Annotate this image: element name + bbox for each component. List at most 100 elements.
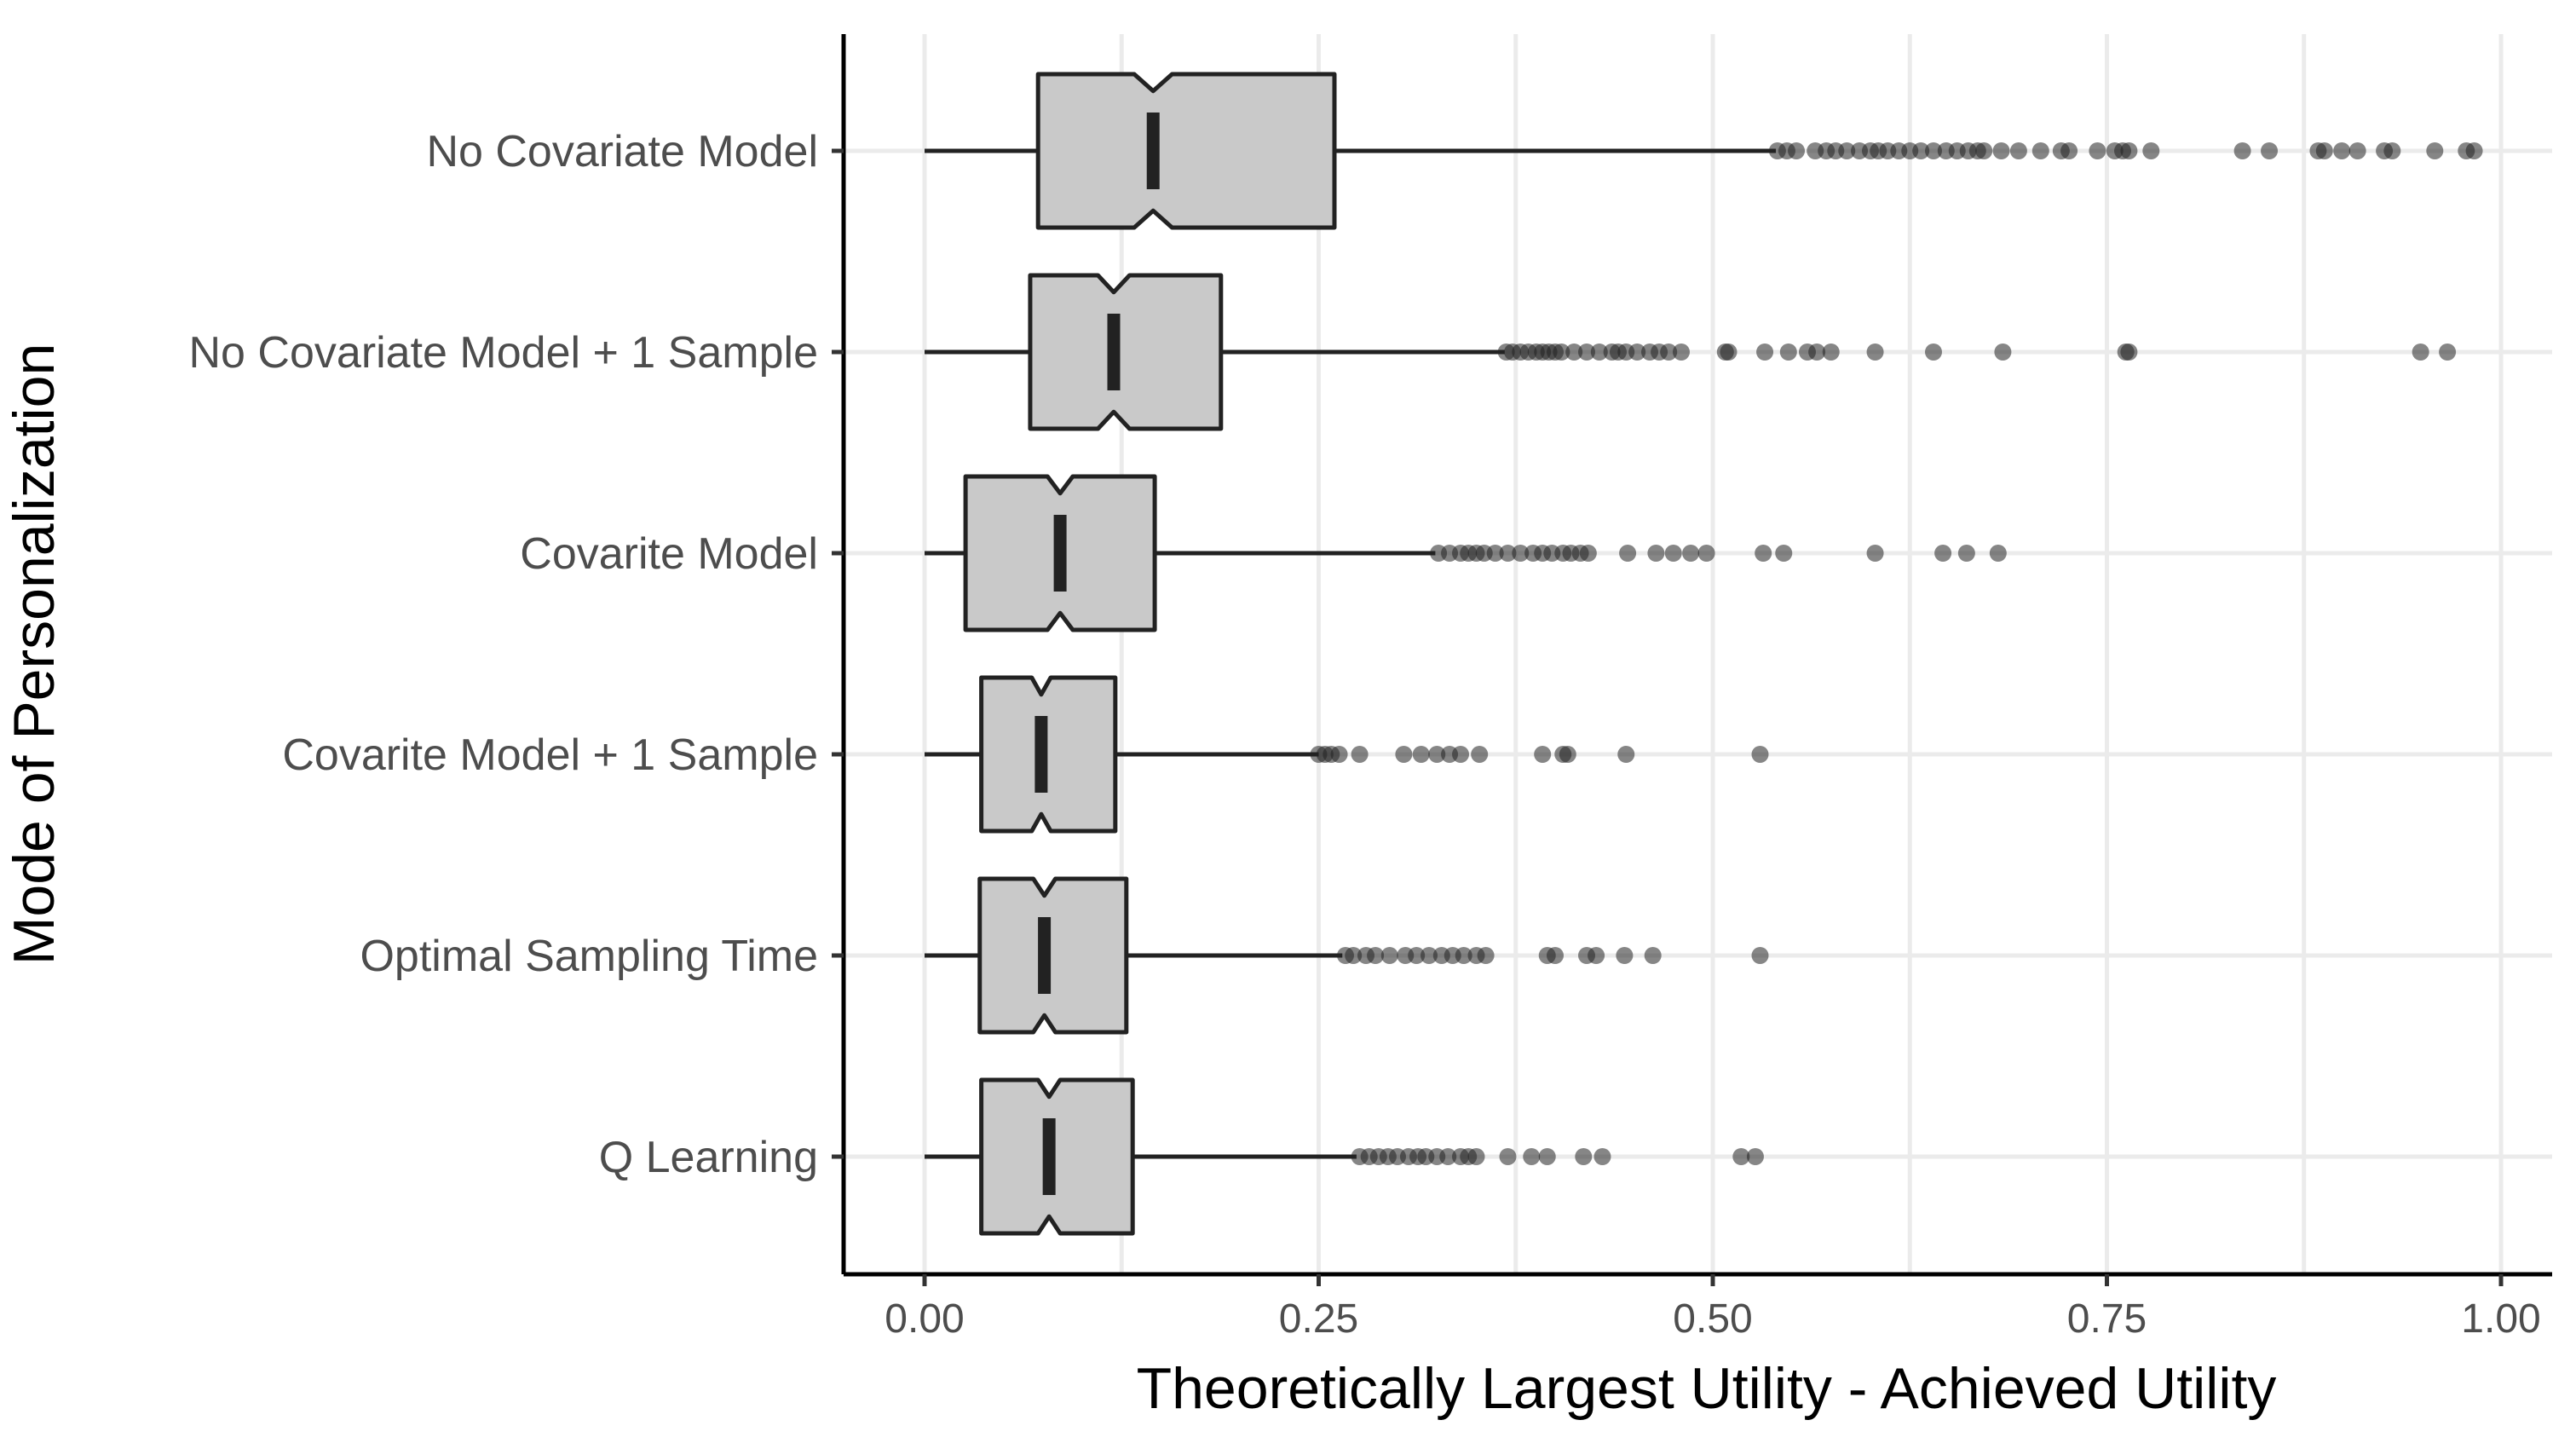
outlier-point (1617, 746, 1635, 763)
category-label: Covarite Model + 1 Sample (282, 730, 818, 780)
outlier-point (1380, 947, 1398, 964)
outlier-point (1925, 343, 1942, 361)
iqr-box (979, 675, 1118, 834)
iqr-box (1028, 273, 1224, 431)
category-label: Covarite Model (520, 529, 818, 579)
boxplot-1 (925, 273, 2457, 431)
outlier-point (1616, 947, 1634, 964)
outlier-point (2009, 142, 2027, 159)
outlier-point (1644, 947, 1662, 964)
outlier-point (1579, 545, 1597, 562)
outlier-point (1751, 947, 1769, 964)
outlier-point (2333, 142, 2351, 159)
outlier-point (1673, 343, 1690, 361)
outlier-point (1593, 1148, 1611, 1165)
outlier-point (1732, 1148, 1750, 1165)
outlier-point (2142, 142, 2160, 159)
outlier-point (1471, 746, 1489, 763)
outlier-point (1994, 343, 2012, 361)
outlier-point (2426, 142, 2444, 159)
outlier-point (1912, 142, 1930, 159)
x-tick-label: 0.00 (885, 1296, 964, 1342)
outlier-point (1647, 545, 1665, 562)
outlier-point (2412, 343, 2429, 361)
outlier-point (1351, 746, 1369, 763)
outlier-point (1345, 947, 1363, 964)
iqr-box (1035, 72, 1337, 230)
outlier-point (1822, 343, 1840, 361)
outlier-point (1367, 947, 1385, 964)
outlier-point (1866, 343, 1884, 361)
outlier-point (1808, 343, 1826, 361)
outlier-point (1547, 947, 1564, 964)
boxplot-2 (925, 474, 2007, 632)
outlier-point (1628, 343, 1646, 361)
outlier-point (1720, 343, 1738, 361)
outlier-point (2348, 142, 2366, 159)
boxplots (925, 72, 2483, 1236)
outlier-point (1467, 1148, 1485, 1165)
outlier-point (2315, 142, 2333, 159)
iqr-box (979, 1077, 1135, 1236)
boxplot-0 (925, 72, 2483, 230)
outlier-point (1588, 947, 1605, 964)
outlier-point (1975, 142, 1993, 159)
x-tick-label: 0.75 (2067, 1296, 2147, 1342)
outlier-point (1751, 746, 1769, 763)
outlier-point (1660, 343, 1678, 361)
category-label: No Covariate Model + 1 Sample (189, 328, 819, 378)
outlier-point (1421, 947, 1438, 964)
outlier-point (1957, 545, 1975, 562)
outlier-point (1788, 142, 1806, 159)
outlier-point (1682, 545, 1700, 562)
outlier-point (1838, 142, 1856, 159)
outlier-point (1578, 343, 1595, 361)
outlier-point (1565, 343, 1583, 361)
x-tick-label: 0.25 (1279, 1296, 1358, 1342)
outlier-point (2439, 343, 2457, 361)
outlier-point (1934, 545, 1952, 562)
outlier-point (1575, 1148, 1593, 1165)
outlier-point (2089, 142, 2106, 159)
outlier-point (2031, 142, 2049, 159)
outlier-point (1989, 545, 2007, 562)
outlier-point (2233, 142, 2251, 159)
outlier-point (1512, 545, 1530, 562)
outlier-point (1538, 1148, 1556, 1165)
outlier-point (1452, 746, 1469, 763)
outlier-point (2120, 343, 2138, 361)
axes (832, 34, 2552, 1286)
outlier-point (1553, 343, 1570, 361)
outlier-point (1590, 343, 1608, 361)
outlier-point (2383, 142, 2401, 159)
outlier-point (1455, 947, 1472, 964)
outlier-point (1499, 1148, 1517, 1165)
outlier-point (1534, 746, 1552, 763)
outlier-point (1499, 545, 1517, 562)
outlier-point (1925, 142, 1942, 159)
outlier-point (2120, 142, 2138, 159)
outlier-point (1992, 142, 2010, 159)
outlier-point (1746, 1148, 1764, 1165)
x-tick-label: 0.50 (1673, 1296, 1752, 1342)
outlier-point (1559, 746, 1576, 763)
outlier-point (1619, 545, 1637, 562)
iqr-box (977, 876, 1129, 1035)
y-axis-title: Mode of Personalization (2, 343, 66, 966)
outlier-point (1486, 545, 1504, 562)
outlier-point (1523, 1148, 1541, 1165)
axis-labels: 0.00 0.25 0.50 0.75 1.00 No Covariate Model No… (189, 127, 2541, 1342)
outlier-point (1756, 343, 1774, 361)
outlier-point (1395, 746, 1413, 763)
boxplot-4 (925, 876, 1769, 1035)
category-label: Optimal Sampling Time (360, 932, 818, 981)
boxplot-3 (925, 675, 1769, 834)
outlier-point (1408, 947, 1426, 964)
outlier-point (1477, 947, 1495, 964)
outlier-point (1330, 746, 1348, 763)
outlier-point (1439, 1148, 1457, 1165)
outlier-point (1664, 545, 1682, 562)
boxplot-5 (925, 1077, 1764, 1236)
category-label: Q Learning (599, 1133, 818, 1182)
outlier-point (1755, 545, 1772, 562)
